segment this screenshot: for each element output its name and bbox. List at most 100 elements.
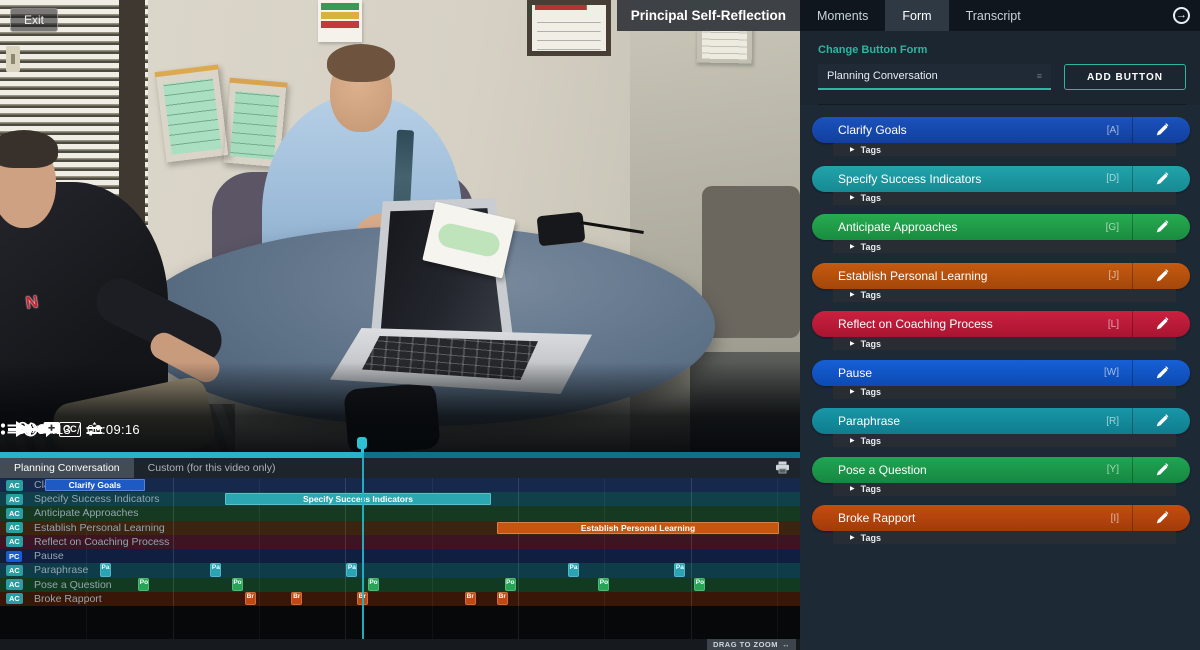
timeline-marker[interactable]: Br (291, 591, 303, 606)
timeline-tab[interactable]: Custom (for this video only) (147, 462, 276, 474)
button-divider (1132, 165, 1133, 192)
form-button-group: Pose a Question [Y] ▶ Tags (812, 456, 1190, 496)
moments-list-icon[interactable] (0, 421, 18, 437)
form-button[interactable]: Paraphrase [R] (812, 408, 1190, 434)
tab-moments[interactable]: Moments (817, 8, 869, 23)
timeline-marker[interactable]: Po (598, 577, 610, 592)
volume-knob[interactable] (36, 424, 47, 434)
tags-expander[interactable]: ▶ Tags (833, 482, 1176, 496)
gridline (172, 606, 174, 639)
timeline-marker[interactable]: Br (244, 591, 256, 606)
tags-expander[interactable]: ▶ Tags (833, 191, 1176, 205)
form-button[interactable]: Broke Rapport [I] (812, 505, 1190, 531)
pencil-icon (1156, 462, 1168, 475)
tags-expander[interactable]: ▶ Tags (833, 434, 1176, 447)
edit-button[interactable] (1133, 214, 1190, 240)
timeline-tab-bar: Planning Conversation Custom (for this vi… (0, 458, 800, 478)
add-comment-icon[interactable] (42, 421, 61, 438)
timeline-lower-area[interactable] (0, 606, 800, 639)
hotkey-label: [R] (1106, 415, 1119, 427)
form-button[interactable]: Pause [W] (812, 359, 1190, 386)
tags-expander[interactable]: ▶ Tags (833, 143, 1176, 156)
dropdown-caret-icon: ≡ (1036, 71, 1042, 81)
edit-button[interactable] (1133, 166, 1190, 192)
timeline-tab[interactable]: Planning Conversation (0, 458, 134, 478)
timeline-row-label: Anticipate Approaches (34, 507, 139, 520)
video-display[interactable]: N 1x (0, 0, 800, 452)
tags-expander[interactable]: ▶ Tags (833, 288, 1176, 302)
form-button[interactable]: Reflect on Coaching Process [L] (812, 311, 1190, 337)
video-player: N 1x (0, 0, 800, 650)
playhead-line[interactable] (362, 452, 365, 639)
button-divider (1132, 408, 1133, 434)
tags-expander[interactable]: ▶ Tags (833, 240, 1176, 253)
form-button[interactable]: Clarify Goals [A] (812, 117, 1190, 143)
button-divider (1132, 456, 1133, 483)
timeline-settings-icon[interactable] (85, 421, 104, 437)
pencil-icon (1156, 268, 1168, 281)
form-button[interactable]: Pose a Question [Y] (812, 456, 1190, 483)
pencil-icon (1156, 511, 1168, 524)
print-icon[interactable] (775, 461, 790, 479)
button-form-dropdown[interactable]: Planning Conversation ≡ (818, 64, 1051, 90)
tags-expander[interactable]: ▶ Tags (833, 337, 1176, 350)
edit-button[interactable] (1133, 360, 1190, 386)
timeline-marker[interactable]: Pa (100, 563, 111, 577)
timeline-bar[interactable]: Clarify Goals (44, 479, 145, 491)
playhead-handle[interactable] (357, 437, 367, 453)
hotkey-label: [J] (1108, 270, 1119, 281)
timeline-marker[interactable]: Po (694, 577, 706, 592)
collapse-panel-icon[interactable]: → (1173, 7, 1190, 24)
tags-expander[interactable]: ▶ Tags (833, 531, 1176, 544)
timeline-marker[interactable]: Po (368, 577, 379, 592)
gridline (86, 606, 88, 639)
expand-triangle-icon: ▶ (850, 243, 855, 250)
timeline-marker[interactable]: Po (138, 577, 150, 592)
row-owner-badge: AC (6, 522, 23, 534)
volume-slider[interactable] (8, 424, 56, 434)
add-button[interactable]: ADD BUTTON (1064, 64, 1186, 90)
timeline-progress[interactable] (0, 452, 800, 458)
timeline-row: Establish Personal Learning Establish Per… (0, 520, 800, 535)
tab-transcript[interactable]: Transcript (965, 8, 1021, 23)
tab-form[interactable]: Form (885, 0, 949, 31)
button-divider (1132, 505, 1133, 531)
timeline-row: Pause PC (0, 549, 800, 564)
button-divider (1132, 214, 1133, 240)
timeline-bar[interactable]: Specify Success Indicators (224, 493, 492, 506)
expand-triangle-icon: ▶ (850, 437, 855, 444)
exit-button[interactable]: Exit (10, 8, 59, 32)
edit-button[interactable] (1133, 117, 1190, 143)
form-button-group: Reflect on Coaching Process [L] ▶ Tags (812, 311, 1190, 350)
edit-button[interactable] (1133, 311, 1190, 337)
button-divider (1132, 117, 1133, 143)
form-button[interactable]: Establish Personal Learning [J] (812, 262, 1190, 289)
timeline-marker[interactable]: Po (504, 577, 516, 592)
form-button[interactable]: Specify Success Indicators [D] (812, 165, 1190, 192)
edit-button[interactable] (1133, 505, 1190, 531)
timeline-row: Pose a Question Po Po Po Po Po Po AC (0, 577, 800, 592)
timeline-marker[interactable]: Pa (210, 563, 222, 577)
tags-expander[interactable]: ▶ Tags (833, 385, 1176, 399)
timeline-panel: Planning Conversation Custom (for this vi… (0, 452, 800, 650)
resize-arrows-icon: ↔ (782, 640, 790, 649)
drag-to-zoom-hint[interactable]: DRAG TO ZOOM ↔ (706, 639, 796, 650)
timeline-marker[interactable]: Br (464, 591, 476, 606)
edit-button[interactable] (1133, 457, 1190, 483)
expand-triangle-icon: ▶ (850, 534, 855, 541)
edit-button[interactable] (1133, 408, 1190, 434)
timeline-marker[interactable]: Pa (568, 563, 579, 577)
controls-gradient (0, 362, 800, 452)
timeline-marker[interactable]: Po (232, 577, 243, 592)
timeline-marker[interactable]: Pa (346, 563, 358, 577)
player-controls: 1x 00:04:13/00:09:16 CC 1.0 x (0, 416, 800, 442)
timeline-marker[interactable]: Br (496, 591, 508, 606)
timeline-row: Anticipate Approaches AC (0, 506, 800, 521)
timeline-marker[interactable]: Pa (674, 563, 686, 577)
form-button-label: Broke Rapport (838, 511, 916, 525)
timeline-row-label: Broke Rapport (34, 592, 102, 605)
edit-button[interactable] (1133, 263, 1190, 289)
scene-shirt-logo: N (24, 292, 40, 313)
timeline-bar[interactable]: Establish Personal Learning (496, 521, 780, 534)
form-button[interactable]: Anticipate Approaches [G] (812, 214, 1190, 240)
